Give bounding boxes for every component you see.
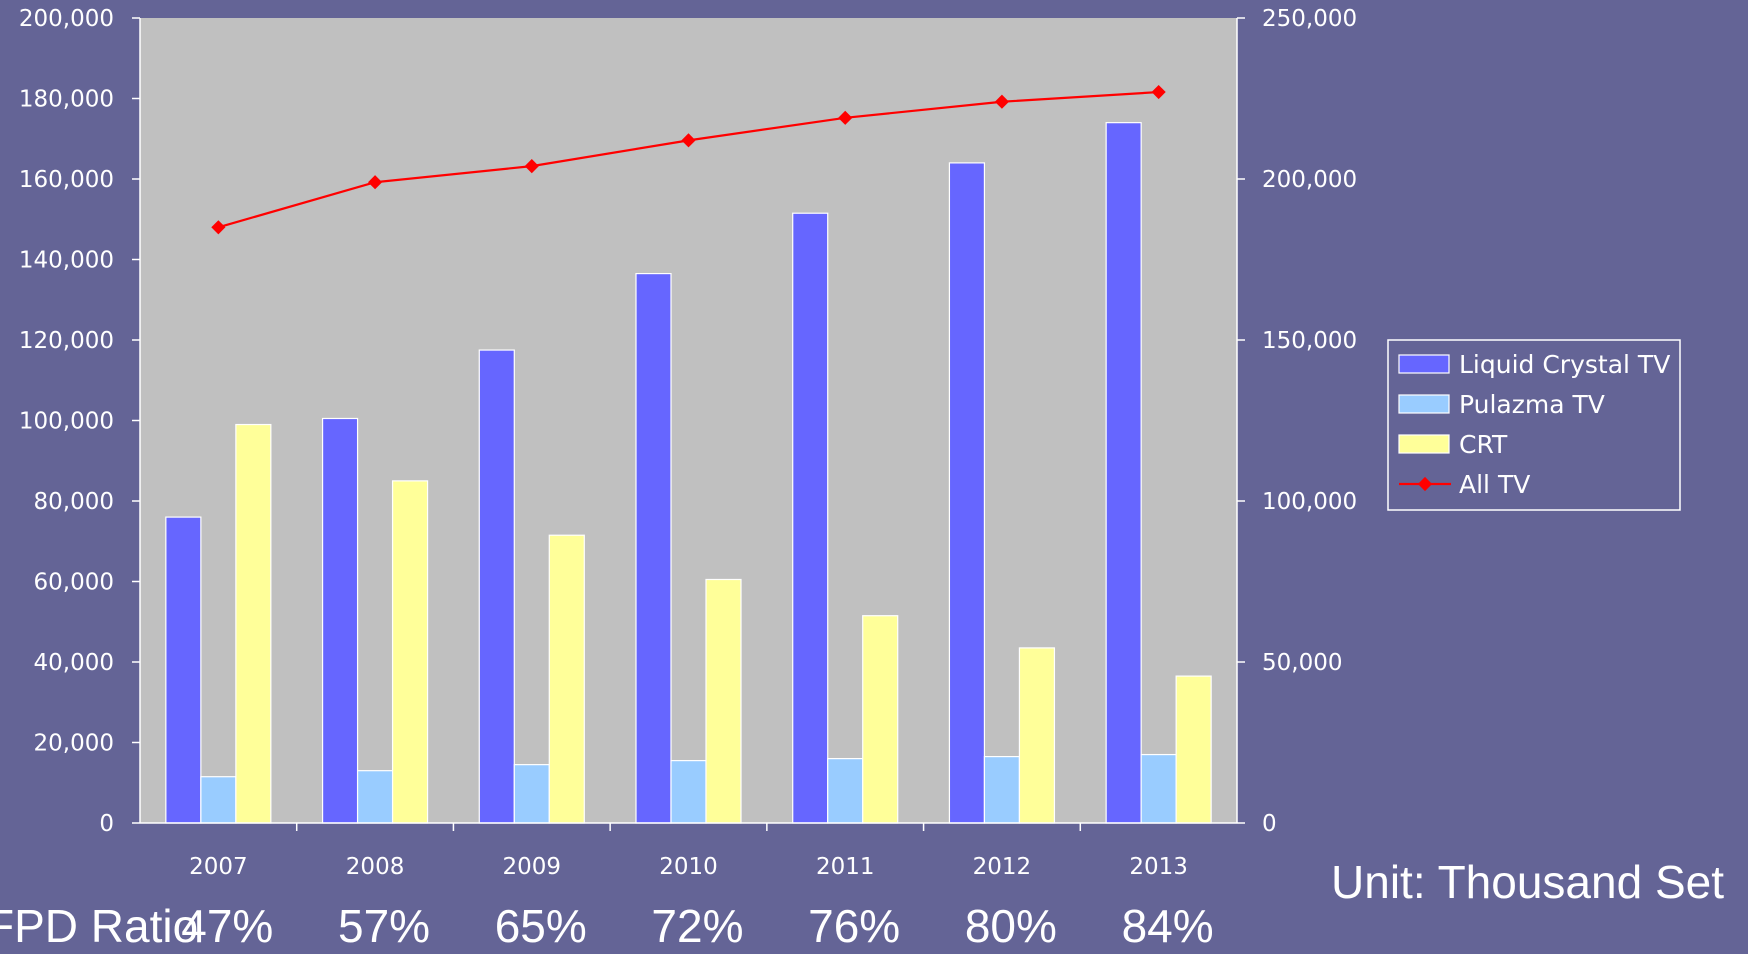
bar-liquid-crystal-tv-2012	[948, 162, 986, 824]
x-tick-label: 2012	[973, 854, 1032, 880]
fpd-ratio-label: FPD Ratio	[0, 900, 198, 950]
legend-swatch-liquid-crystal-tv	[1398, 354, 1450, 374]
bar-pulazma-tv-2008	[356, 770, 394, 824]
legend-box	[1387, 339, 1681, 511]
legend-swatch-crt	[1398, 434, 1450, 454]
bar-crt-2010	[705, 578, 742, 824]
bar-liquid-crystal-tv-2008	[321, 417, 359, 824]
point-all-tv-2011	[838, 110, 853, 125]
x-tick-label: 2011	[816, 854, 875, 880]
point-all-tv-2013	[1151, 84, 1166, 100]
y-left-tick-label: 60,000	[34, 570, 114, 596]
bar-crt-2011	[862, 615, 899, 824]
legend-label-crt: CRT	[1459, 430, 1508, 459]
bar-liquid-crystal-tv-2011	[792, 212, 829, 824]
bar-crt-2013	[1175, 675, 1212, 824]
point-all-tv-2010	[681, 133, 696, 148]
y-left-tick-label: 20,000	[34, 731, 114, 757]
bar-crt-2009	[548, 534, 585, 824]
fpd-ratio-value: 72%	[651, 900, 743, 950]
bar-crt-2007	[235, 423, 272, 824]
legend-marker-all-tv	[1417, 476, 1433, 492]
y-right-tick-label: 150,000	[1262, 328, 1357, 354]
bar-liquid-crystal-tv-2010	[635, 272, 672, 824]
legend-swatch-pulazma-tv	[1398, 394, 1450, 414]
bar-pulazma-tv-2009	[513, 764, 550, 824]
y-right-tick-label: 100,000	[1262, 489, 1357, 515]
point-all-tv-2009	[524, 159, 539, 174]
y-right-tick-label: 0	[1262, 811, 1277, 837]
y-left-tick-label: 200,000	[19, 6, 114, 32]
bar-liquid-crystal-tv-2013	[1105, 122, 1142, 824]
x-tick-label: 2009	[503, 854, 562, 880]
legend: Liquid Crystal TV Pulazma TV CRT All TV	[1387, 339, 1681, 511]
bar-crt-2008	[391, 480, 429, 824]
bar-pulazma-tv-2011	[827, 757, 864, 824]
bar-pulazma-tv-2013	[1140, 753, 1177, 824]
x-tick-label: 2013	[1129, 854, 1188, 880]
point-all-tv-2008	[368, 175, 383, 190]
legend-label-liquid-crystal-tv: Liquid Crystal TV	[1459, 350, 1670, 379]
legend-label-pulazma-tv: Pulazma TV	[1459, 390, 1605, 419]
y-left-tick-label: 40,000	[34, 650, 114, 676]
x-tick-label: 2010	[659, 854, 718, 880]
fpd-ratio-value: 76%	[808, 900, 900, 950]
bar-crt-2012	[1018, 647, 1056, 824]
y-left-tick-label: 180,000	[19, 87, 114, 113]
y-left-tick-label: 160,000	[19, 167, 114, 193]
fpd-ratio-value: 57%	[338, 900, 430, 950]
point-all-tv-2007	[211, 220, 226, 235]
fpd-ratio-value: 84%	[1122, 900, 1214, 950]
fpd-ratio-value: 65%	[495, 900, 587, 950]
bar-pulazma-tv-2012	[983, 755, 1021, 824]
y-left-tick-label: 80,000	[34, 489, 114, 515]
y-left-tick-label: 0	[99, 811, 114, 837]
fpd-ratio-value: 47%	[181, 900, 273, 950]
y-left-tick-label: 120,000	[19, 328, 114, 354]
legend-label-all-tv: All TV	[1459, 470, 1530, 499]
y-left-tick-label: 140,000	[19, 248, 114, 274]
y-right-tick-label: 200,000	[1262, 167, 1357, 193]
x-tick-label: 2007	[189, 854, 248, 880]
bar-liquid-crystal-tv-2007	[165, 516, 202, 824]
point-all-tv-2012	[994, 94, 1009, 109]
y-right-tick-label: 50,000	[1262, 650, 1342, 676]
x-tick-label: 2008	[346, 854, 405, 880]
bar-pulazma-tv-2007	[200, 776, 237, 824]
y-left-tick-label: 100,000	[19, 409, 114, 435]
fpd-ratio-value: 80%	[965, 900, 1057, 950]
y-right-tick-label: 250,000	[1262, 6, 1357, 32]
bar-liquid-crystal-tv-2009	[478, 349, 515, 824]
bar-pulazma-tv-2010	[670, 760, 707, 824]
unit-label: Unit: Thousand Set	[1331, 856, 1724, 908]
